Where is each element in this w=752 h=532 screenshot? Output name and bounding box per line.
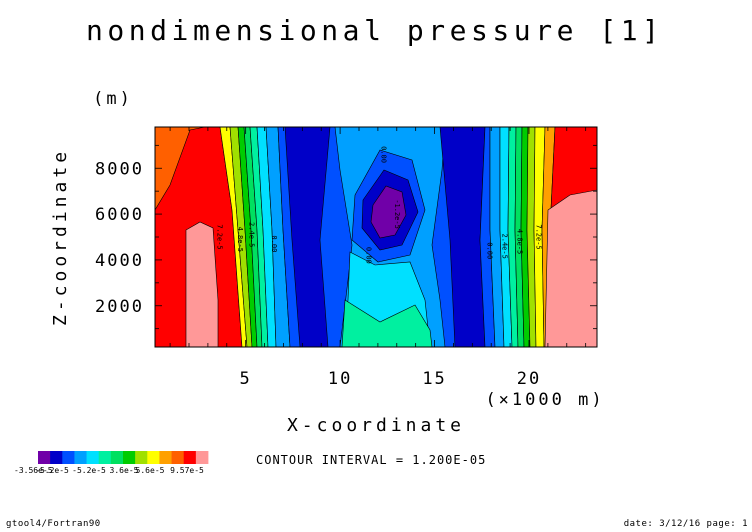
- colorbar-swatch: [98, 451, 112, 464]
- y-tick-label: 8000: [95, 159, 144, 179]
- contour-label: 4.8e-5: [236, 227, 244, 252]
- footer-right: date: 3/12/16 page: 1: [624, 519, 748, 529]
- colorbar-swatch: [110, 451, 124, 464]
- band-right-lime: [526, 127, 537, 347]
- contour-label: 0.00: [270, 235, 278, 252]
- y-tick-label: 4000: [95, 251, 144, 271]
- y-axis-label: Z-coordinate: [50, 148, 71, 326]
- colorbar-tick-label: -5.2e-5: [35, 466, 69, 475]
- band-right-sky: [489, 127, 505, 347]
- x-tick-label: 15: [422, 369, 446, 389]
- band-left-sky: [265, 127, 291, 347]
- band-right-darkblue: [439, 127, 486, 347]
- contour-label: 7.2e-5: [535, 224, 543, 249]
- colorbar-swatch: [123, 451, 136, 464]
- colorbar-swatch: [159, 451, 172, 464]
- x-axis-label: X-coordinate: [287, 415, 465, 436]
- band-center-green: [341, 299, 433, 347]
- y-axis: 2000 4000 6000 8000: [95, 144, 597, 330]
- band-right-cyan: [499, 127, 513, 347]
- contour-labels: 0.00-1.2e-50.002.4e-54.8e-57.2e-5 0.00 0.0…: [215, 146, 542, 264]
- colorbar-swatch: [38, 451, 51, 464]
- y-axis-unit: (m): [93, 89, 133, 109]
- band-center-purple-core: [370, 185, 407, 239]
- band-left-lime: [229, 127, 253, 347]
- contour-label: 4.8e-5: [516, 229, 524, 254]
- band-right-yellow: [533, 127, 546, 347]
- colorbar-tick-label: 3.6e-5: [110, 466, 139, 475]
- y-tick-label: 6000: [95, 205, 144, 225]
- band-left-green: [237, 127, 258, 347]
- contour-label: -1.2e-5: [393, 199, 401, 229]
- colorbar-swatch: [74, 451, 87, 464]
- colorbar-swatch: [86, 451, 100, 464]
- band-left-cyan: [256, 127, 277, 347]
- contour-label: 0.00: [485, 242, 493, 259]
- contour-label: 2.4e-5: [247, 222, 255, 247]
- colorbar-swatch: [195, 451, 209, 464]
- colorbar-swatch: [62, 451, 75, 464]
- band-right-green2: [514, 127, 525, 347]
- band-left-yellow: [219, 127, 248, 347]
- x-axis-unit: (×1000 m): [485, 390, 604, 410]
- x-tick-label: 5: [240, 369, 252, 389]
- contour-label: 7.2e-5: [215, 224, 223, 249]
- contour-field: [155, 127, 597, 347]
- x-axis: 5 10 15 20: [169, 127, 587, 389]
- contour-label: 2.4e-5: [501, 234, 509, 259]
- pocket-right-pink: [544, 189, 597, 347]
- colorbar-tick-label: 5.6e-5: [136, 466, 165, 475]
- band-center-darkblue-left: [284, 127, 331, 347]
- pocket-left-pink: [185, 221, 219, 347]
- footer-left: gtool4/Fortran90: [6, 519, 101, 529]
- contour-label: 0.00: [365, 247, 373, 264]
- colorbar-swatch: [171, 451, 185, 464]
- y-tick-label: 2000: [95, 297, 144, 317]
- contour-interval-note: CONTOUR INTERVAL = 1.200E-05: [256, 453, 486, 467]
- x-tick-label: 20: [517, 369, 541, 389]
- chart-title: nondimensional pressure [1]: [86, 14, 666, 47]
- contour-label: 0.00: [380, 146, 388, 163]
- band-left-teal: [249, 127, 269, 347]
- colorbar-labels: -3.56e-5 -5.2e-5 -5.2e-5 3.6e-5 5.6e-5 9…: [14, 466, 204, 475]
- colorbar-max-label: 9.57e-5: [170, 466, 204, 475]
- colorbar-swatch: [135, 451, 148, 464]
- colorbar-swatch: [183, 451, 197, 464]
- band-right-teal: [507, 127, 519, 347]
- x-tick-label: 10: [328, 369, 352, 389]
- band-right-blue: [479, 127, 496, 347]
- band-left-green2: [243, 127, 263, 347]
- colorbar-tick-label: -5.2e-5: [72, 466, 106, 475]
- colorbar: [38, 451, 209, 464]
- band-right-green: [520, 127, 531, 347]
- colorbar-swatch: [147, 451, 160, 464]
- colorbar-swatch: [50, 451, 63, 464]
- colorbar-min-label: -3.56e-5: [14, 466, 53, 475]
